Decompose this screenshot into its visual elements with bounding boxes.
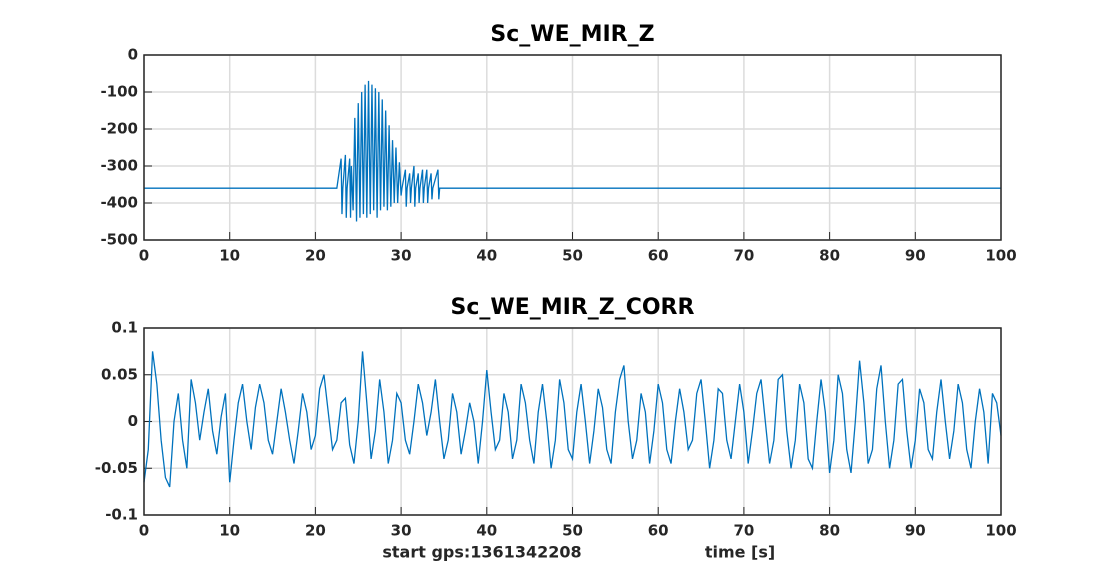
x-tick-label: 10: [219, 247, 240, 265]
y-tick-label: 0.1: [111, 319, 138, 337]
x-tick-label: 20: [305, 247, 326, 265]
x-tick-label: 10: [219, 522, 240, 540]
x-tick-label: 60: [648, 247, 669, 265]
annotation: start gps:1361342208: [382, 543, 581, 562]
x-tick-label: 40: [476, 247, 497, 265]
chart-title: Sc_WE_MIR_Z: [490, 22, 654, 47]
signal-line: [144, 80, 1001, 222]
y-tick-label: -0.1: [105, 506, 138, 524]
x-tick-label: 20: [305, 522, 326, 540]
x-tick-label: 40: [476, 522, 497, 540]
y-tick-label: -0.05: [95, 459, 138, 477]
x-tick-label: 90: [905, 247, 926, 265]
y-tick-label: -200: [100, 120, 138, 138]
y-tick-label: 0.05: [101, 365, 138, 383]
y-tick-label: 0: [128, 46, 138, 64]
axes-box: [143, 327, 1002, 516]
x-tick-label: 50: [562, 522, 583, 540]
axes-box: [143, 54, 1002, 241]
x-tick-label: 100: [985, 247, 1016, 265]
x-axis-label: time [s]: [705, 543, 775, 562]
y-tick-label: -300: [100, 157, 138, 175]
x-tick-label: 30: [391, 522, 412, 540]
x-tick-label: 50: [562, 247, 583, 265]
y-tick-label: -400: [100, 194, 138, 212]
x-tick-label: 30: [391, 247, 412, 265]
y-tick-label: -100: [100, 83, 138, 101]
y-tick-label: 0: [128, 412, 138, 430]
x-tick-label: 70: [733, 247, 754, 265]
x-tick-label: 0: [139, 247, 149, 265]
y-tick-label: -500: [100, 231, 138, 249]
x-tick-label: 60: [648, 522, 669, 540]
x-tick-label: 90: [905, 522, 926, 540]
signal-line: [143, 351, 1002, 488]
x-tick-label: 80: [819, 522, 840, 540]
x-tick-label: 70: [733, 522, 754, 540]
x-tick-label: 100: [985, 522, 1016, 540]
x-tick-label: 0: [139, 522, 149, 540]
x-tick-label: 80: [819, 247, 840, 265]
chart-title: Sc_WE_MIR_Z_CORR: [451, 295, 695, 320]
